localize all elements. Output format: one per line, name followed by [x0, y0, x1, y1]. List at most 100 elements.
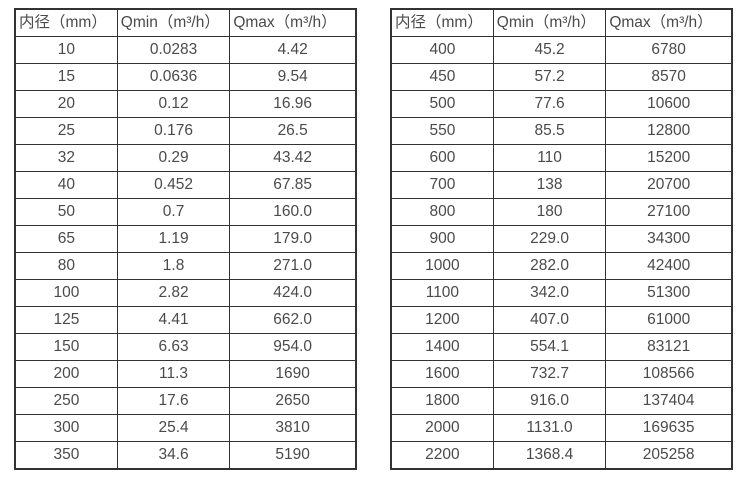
table-cell: 229.0 [492, 225, 607, 253]
table-cell: 450 [390, 63, 494, 91]
table-cell: 0.7 [116, 198, 231, 226]
table-cell: 160.0 [229, 198, 357, 226]
table-cell: 65 [14, 225, 118, 253]
table-cell: 0.29 [116, 144, 231, 172]
table-cell: 954.0 [229, 333, 357, 361]
table-cell: 0.176 [116, 117, 231, 145]
table-cell: 0.0283 [116, 36, 231, 64]
table-cell: 300 [14, 414, 118, 442]
table-cell: 77.6 [492, 90, 607, 118]
column-header-qmin: Qmin（m³/h） [492, 8, 607, 37]
table-cell: 1600 [390, 360, 494, 388]
table-row: 20 0.12 16.96 [14, 90, 357, 118]
table-cell: 9.54 [229, 63, 357, 91]
table-cell: 57.2 [492, 63, 607, 91]
table-row: 100 2.82 424.0 [14, 279, 357, 307]
table-cell: 1400 [390, 333, 494, 361]
column-header-diameter: 内径（mm） [390, 8, 494, 37]
table-cell: 40 [14, 171, 118, 199]
table-row: 300 25.4 3810 [14, 414, 357, 442]
table-cell: 51300 [605, 279, 733, 307]
table-row: 80 1.8 271.0 [14, 252, 357, 280]
table-cell: 2200 [390, 441, 494, 470]
table-cell: 83121 [605, 333, 733, 361]
table-cell: 0.12 [116, 90, 231, 118]
table-cell: 1800 [390, 387, 494, 415]
table-row: 1100 342.0 51300 [390, 279, 733, 307]
table-row: 600 110 15200 [390, 144, 733, 172]
table-cell: 800 [390, 198, 494, 226]
table-row: 200 11.3 1690 [14, 360, 357, 388]
table-cell: 150 [14, 333, 118, 361]
table-row: 150 6.63 954.0 [14, 333, 357, 361]
table-cell: 4.42 [229, 36, 357, 64]
table-cell: 342.0 [492, 279, 607, 307]
table-cell: 25 [14, 117, 118, 145]
header-row: 内径（mm） Qmin（m³/h） Qmax（m³/h） [14, 8, 357, 37]
table-cell: 25.4 [116, 414, 231, 442]
table-cell: 6780 [605, 36, 733, 64]
table-cell: 16.96 [229, 90, 357, 118]
table-row: 2200 1368.4 205258 [390, 441, 733, 470]
table-row: 700 138 20700 [390, 171, 733, 199]
table-row: 550 85.5 12800 [390, 117, 733, 145]
table-cell: 61000 [605, 306, 733, 334]
table-cell: 550 [390, 117, 494, 145]
table-cell: 4.41 [116, 306, 231, 334]
table-cell: 732.7 [492, 360, 607, 388]
table-cell: 0.452 [116, 171, 231, 199]
table-row: 1600 732.7 108566 [390, 360, 733, 388]
table-cell: 1690 [229, 360, 357, 388]
table-row: 1200 407.0 61000 [390, 306, 733, 334]
table-cell: 15 [14, 63, 118, 91]
table-cell: 2.82 [116, 279, 231, 307]
table-cell: 554.1 [492, 333, 607, 361]
table-cell: 138 [492, 171, 607, 199]
column-header-qmin: Qmin（m³/h） [116, 8, 231, 37]
table-cell: 10600 [605, 90, 733, 118]
header-row: 内径（mm） Qmin（m³/h） Qmax（m³/h） [390, 8, 733, 37]
table-row: 1400 554.1 83121 [390, 333, 733, 361]
table-row: 125 4.41 662.0 [14, 306, 357, 334]
table-cell: 17.6 [116, 387, 231, 415]
table-cell: 600 [390, 144, 494, 172]
table-cell: 67.85 [229, 171, 357, 199]
table-cell: 407.0 [492, 306, 607, 334]
table-cell: 169635 [605, 414, 733, 442]
table-body: 400 45.2 6780 450 57.2 8570 500 77.6 10600 550 85.… [390, 36, 733, 470]
table-cell: 34.6 [116, 441, 231, 470]
table-cell: 900 [390, 225, 494, 253]
table-cell: 700 [390, 171, 494, 199]
table-cell: 1100 [390, 279, 494, 307]
table-row: 500 77.6 10600 [390, 90, 733, 118]
table-row: 10 0.0283 4.42 [14, 36, 357, 64]
table-cell: 20700 [605, 171, 733, 199]
table-cell: 282.0 [492, 252, 607, 280]
table-row: 65 1.19 179.0 [14, 225, 357, 253]
table-cell: 11.3 [116, 360, 231, 388]
table-cell: 205258 [605, 441, 733, 470]
table-cell: 916.0 [492, 387, 607, 415]
table-cell: 179.0 [229, 225, 357, 253]
table-cell: 1000 [390, 252, 494, 280]
flow-table-right: 内径（mm） Qmin（m³/h） Qmax（m³/h） 400 45.2 6780… [390, 8, 733, 470]
flow-tables-container: 内径（mm） Qmin（m³/h） Qmax（m³/h） 10 0.0283 4.4… [14, 8, 733, 470]
table-cell: 180 [492, 198, 607, 226]
table-row: 1800 916.0 137404 [390, 387, 733, 415]
table-cell: 8570 [605, 63, 733, 91]
table-cell: 43.42 [229, 144, 357, 172]
column-header-qmax: Qmax（m³/h） [229, 8, 357, 37]
table-cell: 108566 [605, 360, 733, 388]
table-cell: 15200 [605, 144, 733, 172]
table-row: 32 0.29 43.42 [14, 144, 357, 172]
column-header-diameter: 内径（mm） [14, 8, 118, 37]
table-cell: 85.5 [492, 117, 607, 145]
table-cell: 2000 [390, 414, 494, 442]
table-cell: 50 [14, 198, 118, 226]
table-cell: 6.63 [116, 333, 231, 361]
table-cell: 27100 [605, 198, 733, 226]
table-row: 800 180 27100 [390, 198, 733, 226]
table-cell: 12800 [605, 117, 733, 145]
table-body: 10 0.0283 4.42 15 0.0636 9.54 20 0.12 16.96 25 0.1… [14, 36, 357, 470]
table-cell: 110 [492, 144, 607, 172]
